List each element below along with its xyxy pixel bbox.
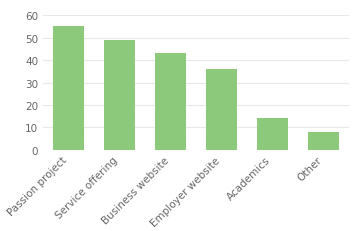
Bar xyxy=(53,27,84,150)
Bar xyxy=(309,132,339,150)
Bar xyxy=(206,70,237,150)
Bar xyxy=(257,119,288,150)
Bar xyxy=(156,54,186,150)
Bar xyxy=(104,41,135,150)
